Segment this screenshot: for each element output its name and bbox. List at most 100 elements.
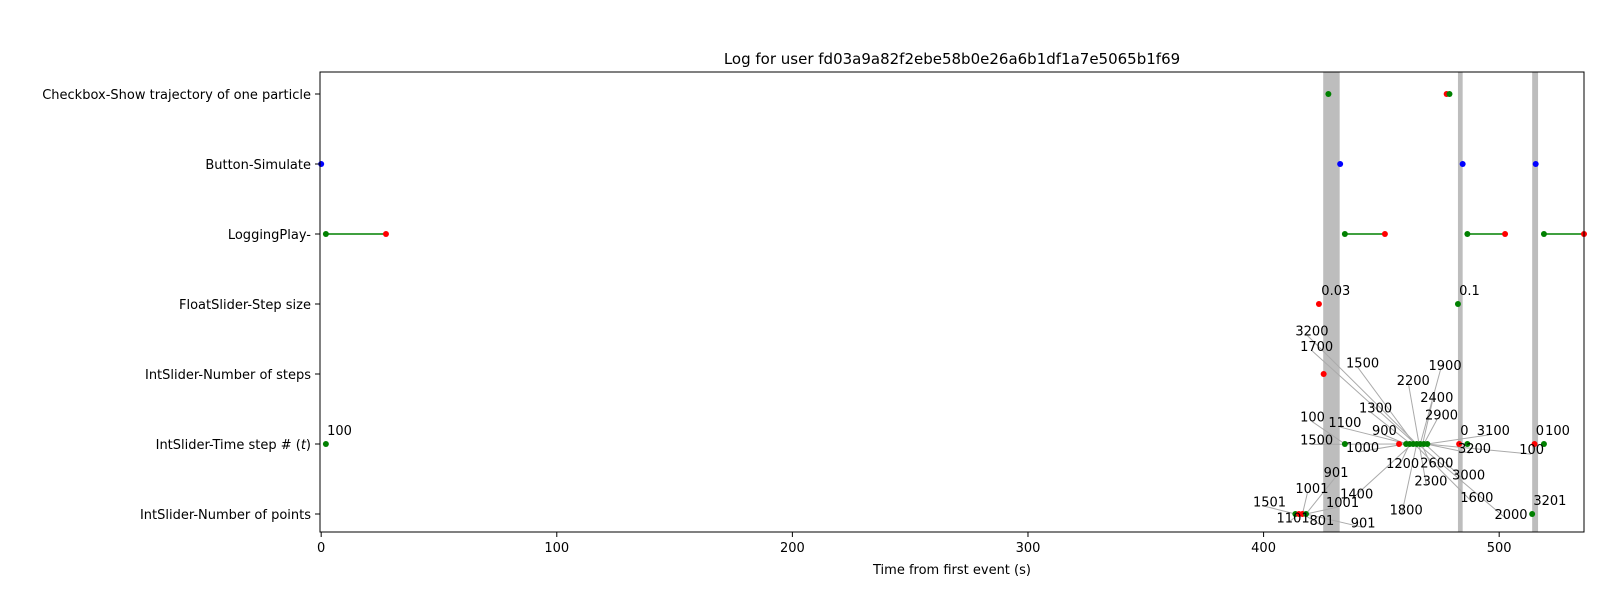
- leader-line-29: [1401, 443, 1418, 515]
- value-label-20: 1000: [1346, 441, 1379, 456]
- value-label-37: 901: [1351, 516, 1376, 531]
- leader-line-12: [1422, 401, 1433, 445]
- event-point-12: [1502, 231, 1509, 237]
- chart-title: Log for user fd03a9a82f2ebe58b0e26a6b1df…: [724, 50, 1180, 68]
- event-point-16: [1454, 301, 1461, 307]
- value-label-12: 2400: [1420, 391, 1453, 406]
- leader-line-31: [1305, 476, 1337, 515]
- leader-line-22: [1426, 443, 1532, 455]
- value-label-16: 1100: [1328, 416, 1361, 431]
- value-label-1: 0.1: [1459, 284, 1480, 299]
- value-label-24: 1200: [1386, 457, 1419, 472]
- leader-line-21: [1426, 443, 1471, 454]
- y-tick-label-2: IntSlider-Number of steps: [145, 368, 311, 383]
- value-label-4: 0: [1536, 424, 1544, 439]
- leader-line-28: [1414, 443, 1473, 503]
- x-tick-label-3: 300: [1016, 541, 1041, 556]
- x-axis-label: Time from first event (s): [872, 563, 1031, 578]
- highlight-spans: [1323, 72, 1539, 532]
- event-point-2: [1446, 91, 1453, 97]
- value-label-7: 3200: [1295, 325, 1328, 340]
- event-point-7: [322, 231, 329, 237]
- event-point-28: [1456, 441, 1463, 447]
- value-label-19: 1500: [1300, 433, 1333, 448]
- event-point-17: [1320, 371, 1327, 377]
- event-point-30: [1531, 441, 1538, 447]
- x-tick-label-4: 400: [1251, 541, 1276, 556]
- event-point-8: [382, 231, 389, 237]
- value-label-27: 1400: [1340, 488, 1373, 503]
- leader-line-25: [1424, 443, 1465, 481]
- leader-line-32: [1301, 492, 1308, 515]
- value-label-0: 0.03: [1321, 284, 1350, 299]
- value-label-25: 3000: [1452, 469, 1485, 484]
- value-label-29: 1800: [1390, 504, 1423, 519]
- value-label-2: 100: [327, 424, 352, 439]
- value-label-26: 2300: [1414, 474, 1447, 489]
- leader-line-33: [1264, 505, 1296, 515]
- event-point-13: [1540, 231, 1547, 237]
- value-label-13: 1300: [1359, 402, 1392, 417]
- value-label-35: 1101: [1277, 511, 1310, 526]
- annotation-leaders: [1264, 335, 1532, 528]
- value-label-17: 900: [1372, 424, 1397, 439]
- event-point-29: [1464, 441, 1471, 447]
- event-points: [318, 91, 1587, 517]
- leader-line-30: [1417, 443, 1507, 520]
- event-point-15: [1315, 301, 1322, 307]
- value-label-21: 3200: [1458, 442, 1491, 457]
- value-label-34: 1001: [1326, 496, 1359, 511]
- leader-line-7: [1307, 335, 1418, 445]
- event-point-18: [322, 441, 329, 447]
- value-label-14: 2900: [1425, 409, 1458, 424]
- event-point-27: [1424, 441, 1431, 447]
- value-label-6: 3201: [1533, 494, 1566, 509]
- span-2: [1532, 72, 1539, 532]
- value-label-22: 100: [1519, 443, 1544, 458]
- y-axis: IntSlider-Number of points IntSlider-Time…: [42, 88, 320, 523]
- y-tick-label-0: IntSlider-Number of points: [140, 508, 311, 523]
- leader-line-11: [1408, 385, 1420, 445]
- event-point-9: [1341, 231, 1348, 237]
- event-point-35: [1302, 511, 1309, 517]
- plot-frame: [319, 71, 1585, 533]
- event-point-11: [1464, 231, 1471, 237]
- y-tick-label-1: IntSlider-Time step # (t): [156, 438, 311, 453]
- event-point-6: [1532, 161, 1539, 167]
- value-label-36: 801: [1310, 514, 1335, 529]
- x-tick-label-5: 500: [1487, 541, 1512, 556]
- value-label-5: 100: [1545, 424, 1570, 439]
- value-label-23: 2600: [1420, 456, 1453, 471]
- event-point-20: [1396, 441, 1403, 447]
- leader-line-10: [1419, 369, 1441, 445]
- value-label-9: 1500: [1346, 357, 1379, 372]
- value-label-31: 901: [1324, 466, 1349, 481]
- value-label-32: 1001: [1295, 482, 1328, 497]
- leader-line-15: [1311, 421, 1346, 445]
- leader-line-16: [1340, 426, 1408, 445]
- y-tick-label-5: Button-Simulate: [205, 158, 311, 173]
- leader-line-17: [1383, 434, 1407, 445]
- value-label-8: 1700: [1300, 340, 1333, 355]
- value-label-33: 1501: [1253, 495, 1286, 510]
- y-tick-label-6: Checkbox-Show trajectory of one particle: [42, 88, 311, 103]
- x-tick-label-0: 0: [317, 541, 325, 556]
- y-tick-label-3: FloatSlider-Step size: [179, 298, 311, 313]
- leader-line-37: [1305, 513, 1363, 528]
- event-point-10: [1381, 231, 1388, 237]
- value-label-28: 1600: [1460, 491, 1493, 506]
- leader-line-8: [1311, 350, 1416, 445]
- value-label-10: 1900: [1429, 359, 1462, 374]
- value-label-18: 3100: [1477, 424, 1510, 439]
- leader-line-18: [1427, 434, 1489, 445]
- value-label-3: 0: [1460, 424, 1468, 439]
- event-point-31: [1540, 441, 1547, 447]
- span-1: [1457, 72, 1463, 532]
- span-0: [1323, 72, 1340, 532]
- value-label-30: 2000: [1494, 508, 1527, 523]
- event-point-5: [1459, 161, 1466, 167]
- leader-line-34: [1305, 506, 1339, 515]
- leader-line-13: [1370, 412, 1412, 445]
